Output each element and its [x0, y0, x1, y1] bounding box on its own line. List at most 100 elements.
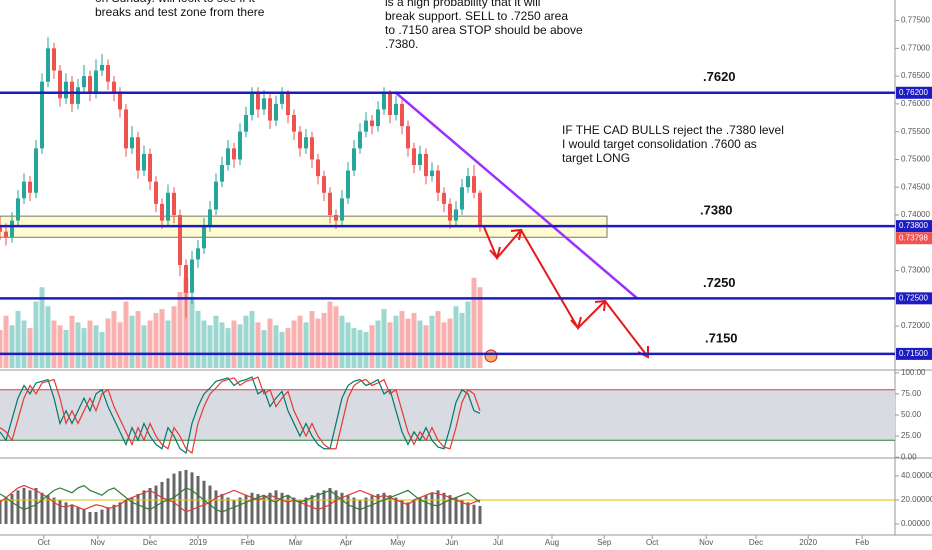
volume-bar — [81, 328, 87, 368]
trend-line — [394, 91, 639, 300]
candle-body — [225, 148, 230, 165]
candle-body — [99, 65, 104, 71]
y-tick-label: 0.72000 — [901, 321, 930, 330]
volume-bar — [261, 330, 267, 368]
y-tick-label: 50.00 — [901, 410, 922, 419]
x-tick-label: Apr — [340, 538, 353, 547]
last-price-text: 0.73798 — [899, 233, 928, 242]
note-line: breaks and test zone from there — [95, 5, 265, 19]
volume-bar — [207, 325, 213, 368]
volume-bar — [27, 328, 33, 368]
level-label: .7150 — [705, 330, 738, 345]
candle-body — [57, 70, 62, 99]
candle-body — [375, 109, 380, 127]
y-tick-label: 0.77000 — [901, 43, 930, 52]
volume-bar — [435, 311, 441, 368]
x-tick-label: Jun — [445, 538, 458, 547]
stoch-line — [0, 376, 481, 454]
x-tick-label: Nov — [699, 538, 713, 547]
candle-body — [141, 153, 146, 171]
candle-body — [147, 153, 152, 182]
volume-bar — [111, 311, 117, 368]
volume-bar — [273, 325, 279, 368]
level-label: .7380 — [700, 203, 733, 218]
y-tick-label: 0.75500 — [901, 127, 930, 136]
volume-bar — [225, 328, 231, 368]
dmi-bar — [82, 509, 86, 524]
stoch-band — [0, 389, 895, 441]
volume-bar — [63, 330, 69, 368]
y-tick-label: 0.77500 — [901, 16, 930, 25]
volume-bar — [291, 320, 297, 368]
candle-body — [303, 137, 308, 149]
dmi-bar — [166, 478, 170, 524]
candle-body — [201, 226, 206, 249]
y-tick-label: 0.76000 — [901, 99, 930, 108]
arrow-head — [570, 316, 582, 331]
dmi-bar — [100, 509, 104, 524]
dmi-bar — [460, 499, 464, 524]
dmi-bar — [304, 497, 308, 524]
volume-bar — [135, 311, 141, 368]
dmi-bar — [40, 492, 44, 524]
candle-body — [393, 103, 398, 115]
volume-bar — [315, 318, 321, 368]
candle-body — [27, 181, 32, 193]
volume-bar — [213, 315, 219, 368]
dmi-bar — [136, 493, 140, 524]
x-tick-label: Dec — [749, 538, 763, 547]
arrows — [483, 226, 649, 359]
volume-bar — [189, 296, 195, 368]
dmi-bar — [226, 497, 230, 524]
candle-body — [81, 76, 86, 88]
dmi-bar — [0, 499, 2, 524]
volume-bar — [297, 315, 303, 368]
dmi-bar — [376, 493, 380, 524]
candle-body — [93, 70, 98, 93]
candle-body — [129, 137, 134, 149]
volume-bar — [441, 322, 447, 368]
y-tick-label: 20.00000 — [901, 495, 932, 504]
dmi-bar — [412, 499, 416, 524]
volume-bar — [45, 306, 51, 368]
volume-bar — [405, 318, 411, 368]
dmi-bar — [274, 490, 278, 524]
candle-body — [189, 259, 194, 293]
volume-bar — [237, 324, 243, 368]
volume-bar — [9, 325, 15, 368]
volume-bar — [201, 320, 207, 368]
candle-body — [117, 92, 122, 110]
note-line: is a high probability that it will — [385, 0, 540, 9]
candle-body — [165, 192, 170, 221]
volume-bar — [99, 331, 105, 368]
volume-bar — [3, 315, 9, 368]
arrow-path — [520, 229, 606, 330]
dmi-bar — [256, 493, 260, 524]
candle-body — [327, 192, 332, 215]
dmi-bar — [406, 502, 410, 524]
volume-bar — [429, 315, 435, 368]
volume-bar — [57, 325, 63, 368]
dmi-bar — [400, 499, 404, 524]
candle-body — [111, 81, 116, 93]
dmi-bar — [118, 502, 122, 524]
dmi-bar — [64, 502, 68, 524]
level-badge-text: 0.72500 — [899, 293, 928, 302]
dmi-bar — [466, 502, 470, 524]
dmi-bar — [388, 495, 392, 524]
dmi-bar — [238, 497, 242, 524]
candle-body — [261, 98, 266, 110]
dmi-bar — [250, 492, 254, 524]
candle-body — [123, 109, 128, 149]
volume-bar — [417, 320, 423, 368]
candle-body — [9, 220, 14, 238]
y-tick-label: 25.00 — [901, 431, 922, 440]
volume-bar — [459, 312, 465, 368]
volume-bar — [39, 287, 45, 368]
candle-body — [21, 181, 26, 199]
y-tick-label: 0.00000 — [901, 519, 930, 528]
dmi-bar — [436, 490, 440, 524]
volume-bar — [129, 315, 135, 368]
dmi-bar — [328, 487, 332, 524]
